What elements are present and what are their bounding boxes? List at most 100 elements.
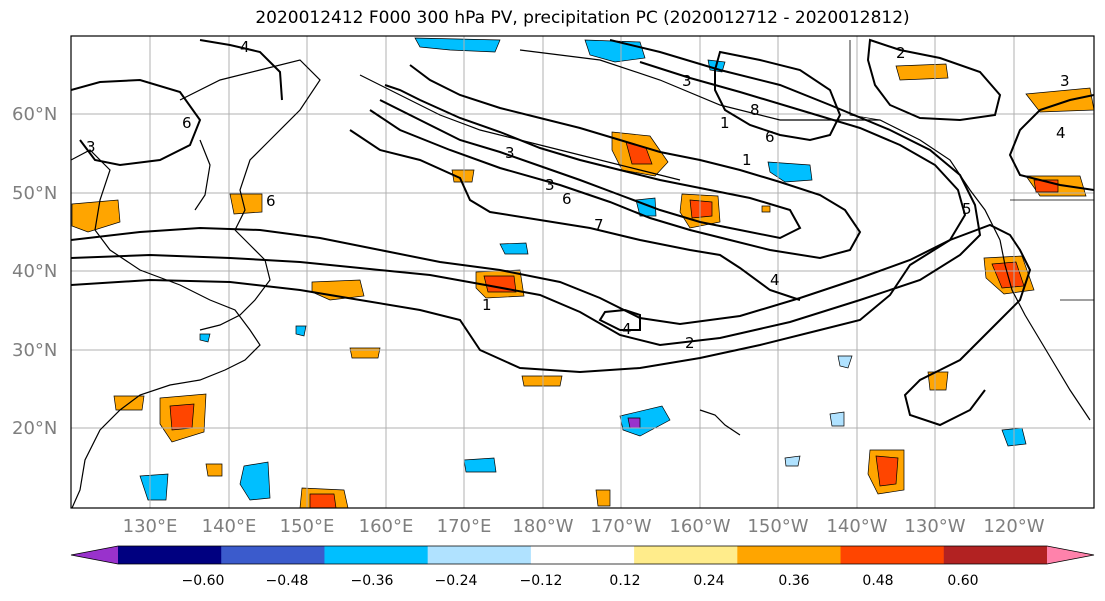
contour-label: 3 bbox=[682, 72, 692, 90]
pv-contour bbox=[71, 223, 1032, 374]
colorbar-segments bbox=[70, 545, 1095, 565]
colorbar-segment bbox=[634, 546, 738, 564]
map-frame bbox=[70, 35, 1095, 509]
lat-label: 30°N bbox=[12, 340, 57, 361]
lon-label: 130°W bbox=[904, 516, 965, 537]
precip-neg-cell bbox=[627, 417, 641, 429]
alaska-coast bbox=[519, 49, 1001, 241]
contour-label: 4 bbox=[1056, 124, 1066, 142]
precip-pos-cell bbox=[71, 199, 121, 233]
kamchatka-coast bbox=[179, 59, 321, 231]
lat-label: 50°N bbox=[12, 183, 57, 204]
lon-label: 140°E bbox=[202, 516, 257, 537]
precip-neg-cell bbox=[829, 411, 845, 427]
precip-pos-cell bbox=[927, 371, 949, 391]
lon-label: 170°E bbox=[437, 516, 492, 537]
colorbar-segment bbox=[118, 546, 222, 564]
precip-pos-cell bbox=[895, 63, 949, 81]
pv-contour bbox=[369, 64, 862, 260]
asia-coast bbox=[71, 149, 261, 508]
precip-pos-cell bbox=[451, 169, 475, 183]
pv-contours bbox=[71, 38, 1094, 427]
precip-pos-cell bbox=[761, 205, 771, 213]
precip-neg-cell bbox=[499, 242, 529, 255]
map-area: 4 6 3 6 3 3 6 7 1 4 4 2 1 3 8 6 1 2 3 4 … bbox=[71, 36, 1094, 508]
borders bbox=[849, 40, 1094, 301]
lon-label: 170°W bbox=[590, 516, 651, 537]
precipitation-shading bbox=[71, 37, 1094, 508]
pv-contour bbox=[379, 84, 802, 240]
precip-pos-cell bbox=[205, 463, 223, 477]
precip-pos-cell bbox=[229, 193, 263, 215]
contour-label: 1 bbox=[720, 114, 730, 132]
precip-pos-cell bbox=[595, 489, 611, 507]
canada-alaska-border bbox=[849, 40, 881, 121]
pv-contour bbox=[903, 369, 986, 427]
latitude-labels: 60°N 50°N 40°N 30°N 20°N bbox=[12, 104, 57, 439]
precip-pos-cell bbox=[689, 199, 713, 219]
precip-pos-cell bbox=[169, 403, 195, 431]
lat-label: 20°N bbox=[12, 418, 57, 439]
precip-neg-cell bbox=[414, 37, 501, 53]
coastlines bbox=[71, 49, 1091, 508]
lon-label: 180°W bbox=[512, 516, 573, 537]
precip-neg-cell bbox=[239, 461, 271, 501]
pv-contour bbox=[199, 39, 283, 101]
colorbar-tick-label: −0.24 bbox=[435, 573, 478, 589]
precip-neg-cell bbox=[619, 405, 671, 437]
colorbar-tick-label: −0.48 bbox=[266, 573, 309, 589]
figure-title: 2020012412 F000 300 hPa PV, precipitatio… bbox=[255, 8, 910, 28]
contour-label: 3 bbox=[505, 144, 515, 162]
contour-label: 8 bbox=[750, 101, 760, 119]
contour-label: 5 bbox=[962, 200, 972, 218]
contour-label: 3 bbox=[545, 176, 555, 194]
pv-contour bbox=[71, 39, 982, 347]
colorbar-tick-label: −0.36 bbox=[351, 573, 394, 589]
contour-label: 3 bbox=[1060, 72, 1070, 90]
colorbar-segment bbox=[221, 546, 325, 564]
contour-label: 4 bbox=[240, 38, 250, 56]
colorbar-tick-label: −0.12 bbox=[520, 573, 563, 589]
gridlines bbox=[71, 36, 1094, 508]
precip-neg-cell bbox=[767, 161, 813, 183]
lon-label: 140°W bbox=[826, 516, 887, 537]
lon-label: 150°W bbox=[747, 516, 808, 537]
colorbar-tick-label: −0.60 bbox=[182, 573, 225, 589]
precip-neg-cell bbox=[837, 355, 853, 369]
contour-label: 2 bbox=[685, 334, 695, 352]
contour-label: 4 bbox=[622, 320, 632, 338]
na-west-coast bbox=[999, 239, 1091, 421]
lon-label: 160°W bbox=[669, 516, 730, 537]
precip-pos-cell bbox=[309, 493, 337, 508]
precip-pos-cell bbox=[521, 375, 563, 387]
pv-contour bbox=[1008, 94, 1094, 191]
precip-neg-cell bbox=[784, 455, 801, 467]
contour-label: 4 bbox=[770, 271, 780, 289]
colorbar-segment bbox=[737, 546, 842, 564]
contour-label: 6 bbox=[266, 192, 276, 210]
colorbar-segment bbox=[324, 546, 429, 564]
lat-label: 40°N bbox=[12, 261, 57, 282]
colorbar-segment bbox=[943, 546, 1048, 564]
pv-contour bbox=[714, 50, 842, 142]
hawaii bbox=[699, 409, 741, 436]
contour-label: 6 bbox=[765, 128, 775, 146]
contour-label: 3 bbox=[86, 138, 96, 156]
lon-label: 150°E bbox=[280, 516, 335, 537]
precip-pos-cell bbox=[875, 455, 899, 487]
precip-pos-cell bbox=[1025, 87, 1094, 113]
colorbar-tick-label: 0.12 bbox=[609, 573, 640, 589]
colorbar-tick-label: 0.48 bbox=[862, 573, 893, 589]
colorbar: −0.60 −0.48 −0.36 −0.24 −0.12 0.12 0.24 … bbox=[70, 545, 1095, 589]
colorbar-extend-max bbox=[1047, 546, 1094, 564]
longitude-labels: 130°E 140°E 150°E 160°E 170°E 180°W 170°… bbox=[123, 516, 1045, 537]
precip-pos-cell bbox=[483, 275, 517, 293]
colorbar-segment bbox=[530, 546, 635, 564]
colorbar-segment bbox=[840, 546, 945, 564]
colorbar-tick-label: 0.36 bbox=[778, 573, 809, 589]
colorbar-segment bbox=[427, 546, 532, 564]
colorbar-extend-min bbox=[71, 546, 118, 564]
contour-label: 6 bbox=[182, 114, 192, 132]
lon-label: 160°E bbox=[359, 516, 414, 537]
